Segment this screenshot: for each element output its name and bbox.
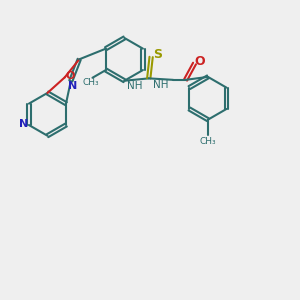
Text: S: S (153, 48, 162, 61)
Text: N: N (19, 118, 28, 128)
Text: N: N (68, 81, 77, 91)
Text: NH: NH (153, 80, 169, 90)
Text: CH₃: CH₃ (83, 78, 99, 87)
Text: O: O (65, 71, 75, 81)
Text: CH₃: CH₃ (200, 136, 216, 146)
Text: NH: NH (127, 80, 143, 91)
Text: O: O (195, 55, 205, 68)
